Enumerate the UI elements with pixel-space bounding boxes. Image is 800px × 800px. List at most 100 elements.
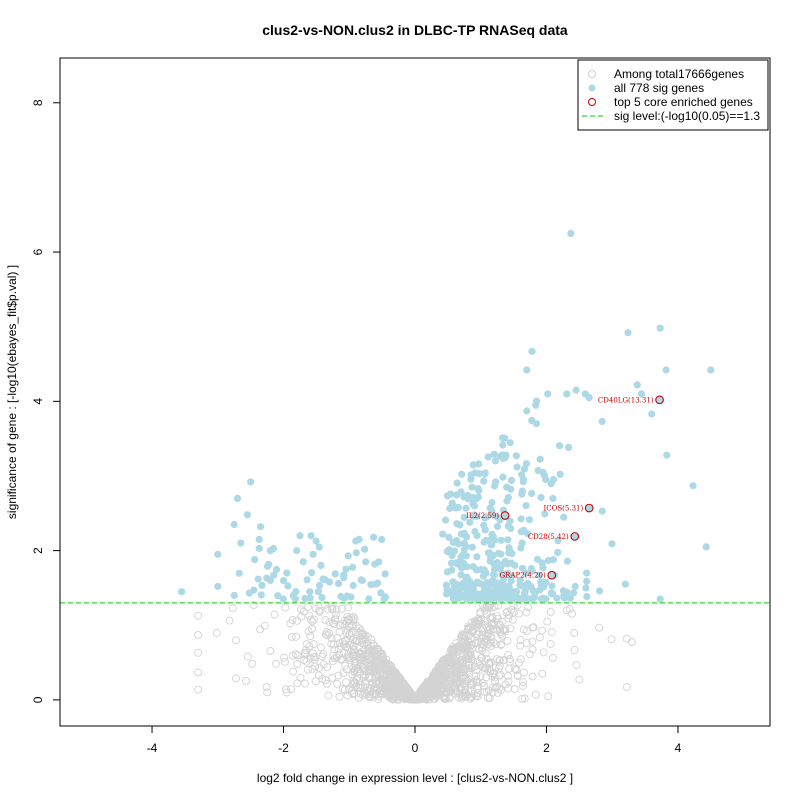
bg-gene-point — [459, 656, 468, 665]
bg-gene-point — [522, 608, 531, 617]
sig-gene-point — [481, 470, 489, 478]
bg-gene-point — [280, 653, 288, 662]
bg-gene-point — [473, 677, 482, 686]
sig-gene-point — [454, 560, 462, 568]
bg-gene-point — [232, 674, 240, 683]
bg-gene-point — [351, 659, 359, 668]
legend-label-top: top 5 core enriched genes — [614, 95, 753, 109]
x-tick-label: 2 — [543, 741, 550, 755]
bg-gene-point — [627, 638, 636, 646]
top-gene-point — [570, 532, 580, 541]
sig-gene-point — [230, 520, 238, 529]
bg-gene-point — [367, 635, 376, 644]
bg-gene-point — [287, 632, 296, 641]
sig-gene-point — [439, 530, 447, 538]
bg-gene-point — [438, 658, 447, 667]
sig-gene-point — [513, 463, 521, 471]
bg-gene-point — [372, 690, 380, 699]
bg-gene-point — [547, 628, 556, 637]
sig-gene-point — [456, 521, 464, 529]
bg-gene-point — [544, 692, 553, 701]
sig-gene-point — [598, 507, 606, 515]
sig-gene-point — [178, 588, 186, 596]
sig-gene-point — [637, 390, 646, 398]
bg-gene-point — [194, 630, 203, 639]
bg-gene-point — [491, 640, 500, 649]
bg-gene-point — [297, 612, 306, 621]
bg-gene-point — [468, 625, 477, 634]
sig-gene-point — [528, 489, 536, 497]
bg-gene-point — [335, 628, 344, 636]
sig-gene-point — [454, 503, 462, 511]
sig-gene-point — [479, 572, 488, 580]
bg-gene-point — [450, 682, 459, 691]
top-gene-label: IL2(2.59) — [466, 512, 499, 520]
bg-gene-point — [447, 669, 455, 678]
sig-gene-point — [358, 576, 366, 585]
sig-gene-point — [499, 473, 507, 481]
sig-gene-point — [537, 493, 545, 501]
bg-gene-point — [249, 601, 258, 610]
sig-gene-point — [560, 594, 569, 602]
bg-gene-point — [485, 659, 494, 668]
bg-gene-point — [334, 645, 343, 654]
bg-gene-point — [370, 641, 379, 650]
sig-gene-point — [663, 451, 671, 459]
bg-gene-point — [337, 604, 346, 613]
bg-gene-point — [373, 680, 382, 689]
sig-gene-point — [702, 543, 710, 551]
sig-gene-point — [480, 521, 488, 529]
sig-gene-point — [457, 571, 465, 579]
sig-gene-point — [446, 490, 455, 498]
sig-gene-point — [506, 439, 514, 447]
bg-gene-point — [242, 676, 250, 685]
bg-gene-point — [329, 640, 338, 649]
sig-gene-point — [307, 532, 315, 540]
sig-gene-point — [470, 587, 478, 595]
sig-gene-point — [463, 563, 471, 571]
bg-gene-point — [301, 679, 309, 688]
sig-gene-point — [488, 498, 496, 507]
bg-gene-point — [397, 676, 406, 685]
sig-gene-point — [598, 417, 606, 426]
bg-gene-point — [487, 621, 496, 630]
sig-gene-point — [337, 592, 345, 601]
sig-gene-point — [517, 544, 525, 552]
sig-gene-point — [537, 595, 546, 603]
x-axis: -4 -2 0 2 4 — [147, 725, 682, 755]
sig-gene-point — [490, 450, 498, 458]
sig-gene-point — [334, 579, 343, 588]
sig-gene-point — [306, 594, 314, 602]
bg-gene-point — [473, 692, 482, 701]
legend-label-siglevel: sig level:(-log10(0.05)==1.3 — [614, 109, 760, 123]
bg-gene-point — [366, 684, 375, 693]
sig-gene-point — [508, 549, 516, 558]
bg-gene-point — [340, 621, 349, 630]
bg-gene-point — [473, 658, 482, 667]
y-tick-label: 2 — [31, 547, 45, 554]
sig-gene-point — [245, 589, 253, 597]
bg-gene-point — [437, 659, 446, 668]
legend-red-circle-icon — [588, 98, 596, 106]
bg-gene-point — [331, 616, 340, 625]
bg-gene-point — [507, 605, 516, 614]
bg-gene-point — [212, 629, 221, 637]
sig-gene-point — [505, 582, 513, 590]
bg-gene-point — [335, 692, 344, 701]
bg-gene-point — [438, 670, 447, 679]
sig-gene-point — [318, 593, 326, 602]
bg-gene-point — [382, 690, 391, 699]
sig-gene-point — [299, 558, 307, 566]
bg-gene-point — [293, 660, 302, 668]
sig-gene-point — [493, 522, 502, 531]
bg-gene-point — [315, 607, 324, 616]
sig-gene-point — [375, 558, 383, 566]
sig-gene-point — [272, 565, 281, 574]
bg-gene-point — [522, 626, 531, 635]
bg-gene-point — [306, 615, 315, 624]
bg-gene-point — [352, 652, 361, 661]
sig-gene-point — [491, 457, 499, 465]
sig-gene-point — [499, 570, 507, 578]
sig-gene-point — [462, 533, 471, 541]
sig-gene-point — [443, 568, 451, 576]
